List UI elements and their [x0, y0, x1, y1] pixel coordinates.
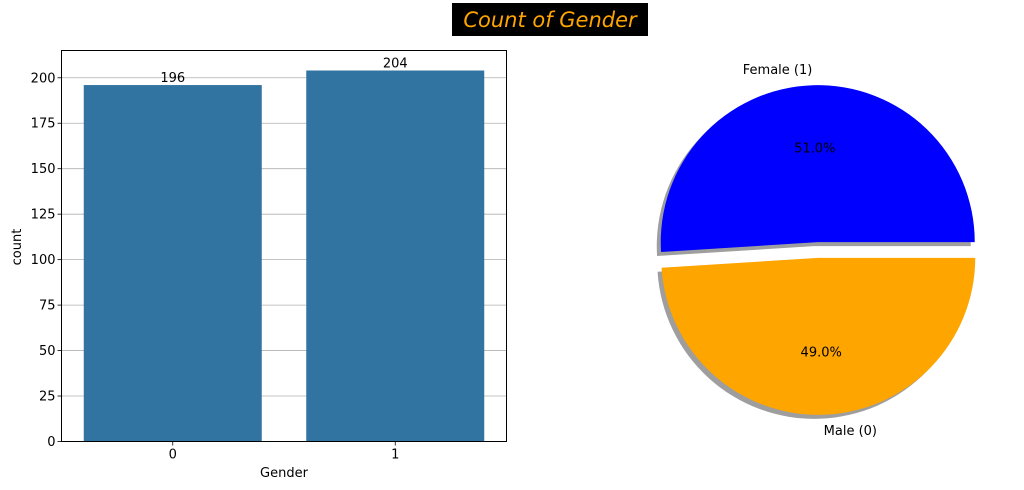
bar-data-label: 196 [160, 71, 185, 86]
bar-data-labels: 196 204 [160, 57, 407, 87]
bar-plot-frame [61, 50, 507, 442]
pie-labels: Female (1) 51.0% Male (0) 49.0% [743, 63, 877, 439]
bar-y-tick-label: 0 [47, 435, 55, 450]
bar-y-tick-label: 200 [31, 71, 56, 86]
bar-0 [83, 85, 262, 442]
bar-1 [306, 70, 485, 442]
bar-x-tick-label: 1 [391, 448, 399, 463]
bar-y-tick-label: 100 [31, 253, 56, 268]
bar-series [83, 70, 485, 442]
pie-pct-label: 49.0% [801, 345, 842, 360]
suptitle-box: Count of Gender [452, 3, 648, 36]
bar-y-tick-label: 75 [39, 299, 56, 314]
pie-slice-0 [660, 85, 975, 253]
pie-pct-label: 51.0% [794, 142, 835, 157]
bar-y-tick-label: 175 [31, 117, 56, 132]
bar-data-label: 204 [383, 57, 408, 72]
bar-y-ticks: 0 25 50 75 100 125 150 175 200 [31, 71, 62, 450]
pie-label: Female (1) [743, 63, 813, 78]
bar-y-tick-label: 50 [39, 344, 56, 359]
bar-y-tick-label: 150 [31, 162, 56, 177]
bar-x-tick-label: 0 [169, 448, 177, 463]
pie-slices [660, 85, 976, 415]
pie-label: Male (0) [824, 424, 877, 439]
pie-slice-1 [661, 257, 976, 415]
bar-x-axis-label: Gender [260, 466, 309, 481]
bar-y-tick-label: 25 [39, 390, 56, 405]
bar-y-tick-label: 125 [31, 208, 56, 223]
suptitle: Count of Gender [463, 7, 637, 32]
bar-y-axis-label: count [10, 229, 25, 266]
